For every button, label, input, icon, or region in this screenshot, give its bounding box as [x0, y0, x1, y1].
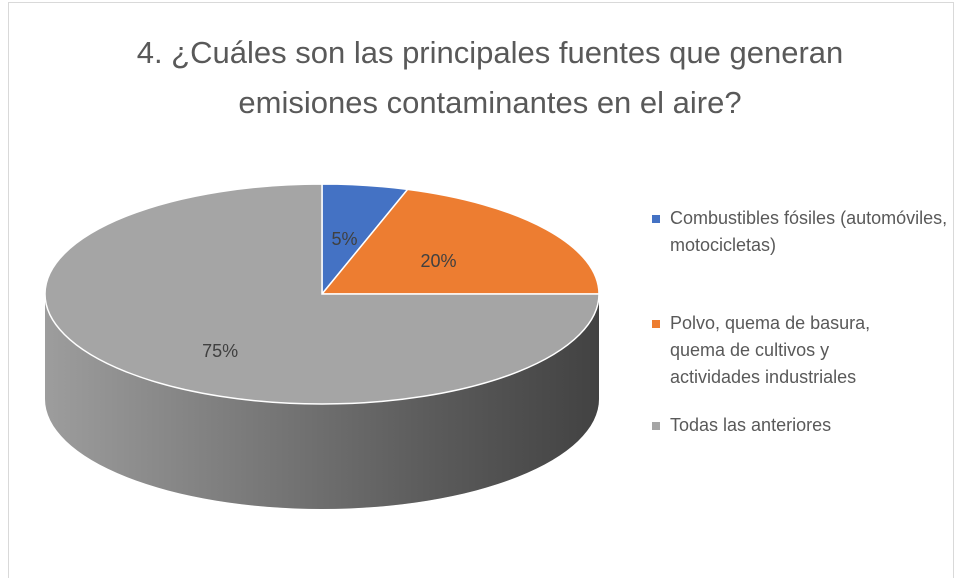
chart-title: 4. ¿Cuáles son las principales fuentes q…	[136, 35, 844, 120]
chart-border	[8, 2, 954, 578]
slice	[320, 188, 600, 295]
data-label: 5%	[332, 229, 358, 249]
slice-side-shade	[45, 294, 599, 509]
slice	[44, 183, 600, 405]
legend-item: Todas las anteriores	[652, 412, 952, 439]
legend-item: Polvo, quema de basura, quema de cultivo…	[652, 310, 952, 391]
data-label: 75%	[202, 341, 238, 361]
legend-label: Combustibles fósiles (automóviles, motoc…	[670, 208, 948, 255]
data-label: 20%	[421, 251, 457, 271]
legend-swatch	[652, 422, 660, 430]
legend-swatch	[652, 215, 660, 223]
legend-label: Polvo, quema de basura, quema de cultivo…	[670, 313, 871, 387]
legend-swatch	[652, 320, 660, 328]
legend-item: Combustibles fósiles (automóviles, motoc…	[652, 205, 952, 259]
legend-label: Todas las anteriores	[670, 415, 832, 435]
